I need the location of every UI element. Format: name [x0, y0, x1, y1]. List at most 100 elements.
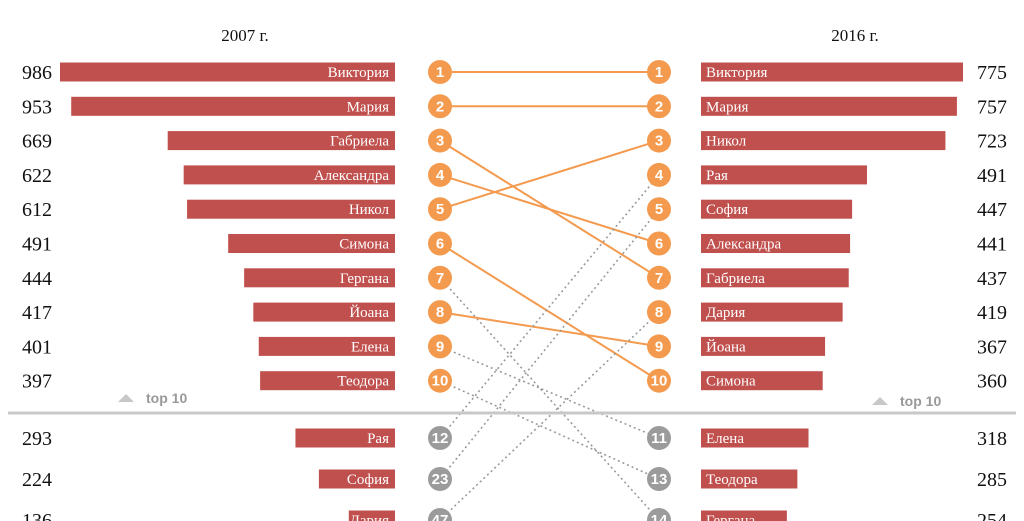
- rank-link: [439, 379, 660, 480]
- left-rank-number: 7: [436, 270, 444, 287]
- right-value-label: 441: [977, 234, 1007, 256]
- left-value-label: 669: [22, 131, 52, 153]
- right-value-label: 360: [977, 371, 1007, 393]
- left-rank-number: 9: [436, 338, 444, 355]
- right-value-label: 775: [977, 62, 1007, 84]
- right-bar: [701, 336, 826, 356]
- left-rank-badge: [428, 300, 452, 325]
- right-bar-label: Теодора: [706, 472, 758, 488]
- left-bar: [318, 469, 395, 489]
- right-bar: [701, 199, 853, 219]
- rank-link: [439, 173, 660, 245]
- right-bar-label: Виктория: [706, 65, 768, 81]
- right-value-label: 367: [977, 336, 1007, 358]
- right-bar-label: Дария: [706, 305, 745, 321]
- left-top10-label: top 10: [146, 390, 187, 406]
- right-rank-number: 6: [655, 236, 663, 253]
- left-rank-number: 10: [432, 373, 449, 390]
- left-value-label: 224: [22, 469, 52, 491]
- right-rank-badge: [647, 508, 671, 521]
- left-bar-label: Габриела: [330, 134, 389, 150]
- left-bar-label: Теодора: [337, 374, 389, 390]
- rank-link: [439, 311, 660, 521]
- right-rank-number: 13: [651, 471, 668, 488]
- left-bar: [187, 199, 395, 219]
- left-value-label: 401: [22, 336, 52, 358]
- left-bar-label: Гергана: [340, 271, 390, 287]
- right-bar: [701, 510, 787, 521]
- right-value-label: 723: [977, 131, 1007, 153]
- left-value-label: 444: [22, 268, 52, 290]
- left-value-label: 293: [22, 428, 52, 450]
- left-bar-label: София: [347, 472, 389, 488]
- left-value-label: 986: [22, 62, 52, 84]
- right-bar: [701, 234, 851, 253]
- left-rank-number: 4: [436, 167, 445, 184]
- left-value-label: 417: [22, 302, 52, 324]
- right-bar-label: Йоана: [706, 338, 746, 355]
- right-rank-badge: [647, 162, 671, 187]
- left-bars-group: Виктория 986 Мария 953 Габриела 669 Александра…: [22, 62, 395, 521]
- right-bars-group: Виктория 775 Мария 757 Никол 723 Рая 491 София 44…: [701, 62, 1007, 521]
- left-rank-badge: [428, 94, 452, 119]
- left-rank-number: 47: [432, 512, 449, 521]
- up-triangle-icon: [118, 394, 134, 402]
- left-bar-label: Йоана: [349, 304, 389, 321]
- right-bar-label: Александра: [706, 237, 782, 253]
- right-top10-marker: top 10: [872, 393, 941, 409]
- up-triangle-icon: [872, 397, 888, 405]
- right-rank-number: 5: [655, 201, 663, 218]
- right-bar-label: Елена: [706, 431, 744, 447]
- left-top10-marker: top 10: [118, 390, 187, 406]
- left-rank-number: 8: [436, 304, 444, 321]
- right-rank-badge: [647, 128, 671, 153]
- right-rank-number: 3: [655, 133, 663, 150]
- right-rank-badge: [647, 231, 671, 256]
- left-value-label: 397: [22, 371, 52, 393]
- right-bar: [701, 469, 798, 489]
- left-rank-badge: [428, 467, 452, 491]
- rank-link: [439, 174, 660, 439]
- right-rank-badge: [647, 60, 671, 84]
- right-bar-label: Симона: [706, 374, 756, 390]
- right-rank-number: 1: [655, 64, 663, 81]
- left-bar-label: Виктория: [328, 65, 390, 81]
- right-bar: [701, 165, 867, 185]
- right-value-label: 447: [977, 199, 1007, 221]
- left-bar: [183, 165, 395, 185]
- left-rank-badge: [428, 60, 452, 84]
- left-rank-number: 23: [432, 471, 449, 488]
- left-rank-badge: [428, 508, 452, 521]
- left-value-label: 136: [22, 510, 52, 521]
- left-bar-label: Елена: [351, 339, 389, 355]
- right-bar-label: Гергана: [706, 513, 756, 521]
- right-bar-label: Мария: [706, 99, 749, 115]
- right-rank-number: 9: [655, 338, 663, 355]
- right-bar: [701, 371, 823, 391]
- left-bar: [228, 234, 395, 253]
- right-rank-badge: [647, 368, 671, 393]
- left-bar: [260, 371, 395, 391]
- left-value-label: 622: [22, 165, 52, 187]
- left-bar-label: Симона: [339, 237, 389, 253]
- rank-link: [439, 311, 660, 348]
- left-rank-badge: [428, 231, 452, 256]
- right-rank-badge: [647, 197, 671, 222]
- left-bar: [167, 131, 395, 151]
- left-rank-badge: [428, 265, 452, 290]
- right-value-label: 491: [977, 165, 1007, 187]
- left-rank-number: 12: [432, 430, 449, 447]
- left-rank-number: 2: [436, 98, 444, 115]
- right-rank-badge: [647, 426, 671, 450]
- right-rank-number: 7: [655, 270, 663, 287]
- left-rank-badge: [428, 368, 452, 393]
- left-rank-badge: [428, 128, 452, 153]
- right-rank-number: 14: [651, 512, 668, 521]
- left-bar: [295, 428, 395, 448]
- right-rank-number: 8: [655, 304, 663, 321]
- left-rank-number: 1: [436, 64, 444, 81]
- right-bar: [701, 268, 849, 288]
- right-rank-badge: [647, 94, 671, 119]
